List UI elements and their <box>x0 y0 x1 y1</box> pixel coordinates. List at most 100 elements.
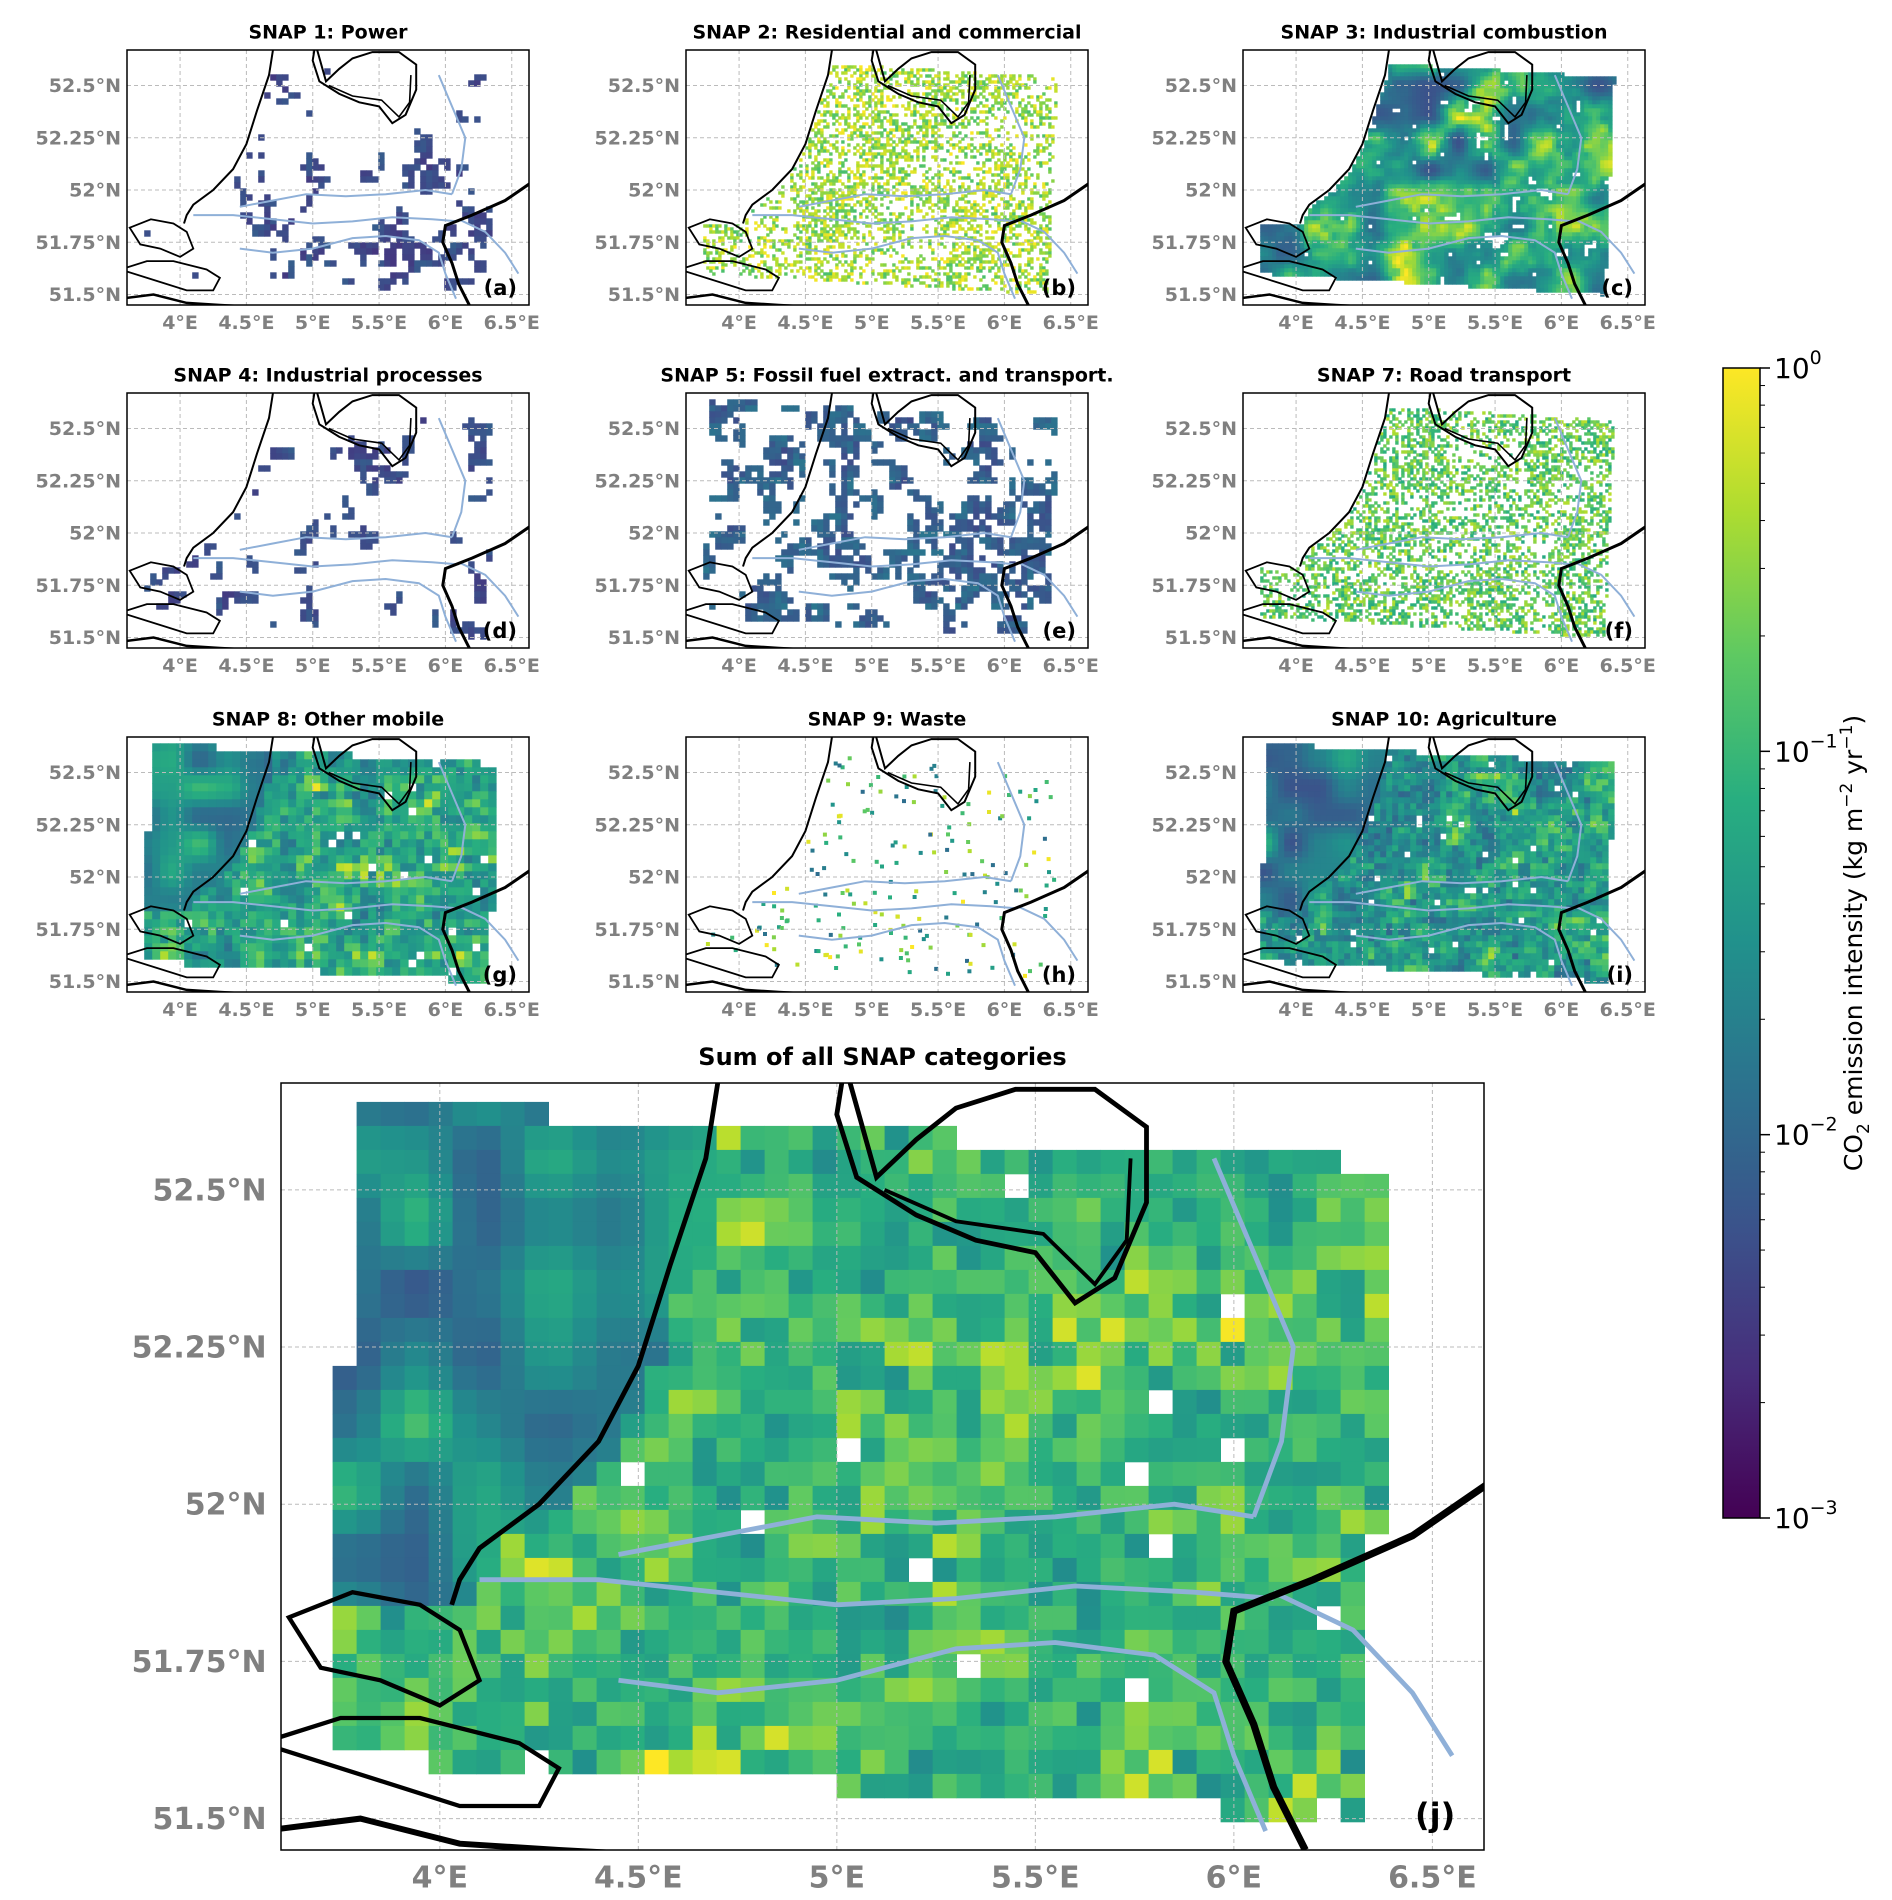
map-panel-d: 51.5°N 51.75°N 52°N 52.25°N 52.5°N 4°E 4.5°E 5°… <box>36 365 540 677</box>
lon-tick-label: 4°E <box>162 655 198 677</box>
lat-tick-label: 52.5°N <box>49 762 121 784</box>
map-frame <box>126 392 530 649</box>
map-frame <box>1242 736 1646 993</box>
lon-tick-label: 6.5°E <box>1600 999 1656 1021</box>
lat-tick-label: 52°N <box>69 523 121 545</box>
lon-tick-label: 4.5°E <box>777 655 833 677</box>
lon-tick-label: 6.5°E <box>1388 1861 1477 1896</box>
lon-tick-label: 4.5°E <box>218 312 274 334</box>
lon-tick-label: 5°E <box>295 312 331 334</box>
panel-title: SNAP 7: Road transport <box>1317 365 1571 387</box>
map-background <box>686 737 1088 992</box>
lat-tick-label: 52.25°N <box>1152 814 1238 836</box>
lat-tick-label: 52.5°N <box>608 418 680 440</box>
lon-tick-label: 6.5°E <box>1043 312 1099 334</box>
panel-title: SNAP 2: Residential and commercial <box>693 22 1082 44</box>
emission-field <box>703 399 1058 634</box>
lat-tick-label: 51.5°N <box>608 284 680 306</box>
emission-field <box>1260 64 1617 297</box>
map-frame <box>1242 392 1646 649</box>
lon-tick-label: 6.5°E <box>1600 655 1656 677</box>
panel-title: SNAP 4: Industrial processes <box>173 365 482 387</box>
map-frame <box>280 1082 1485 1851</box>
coastlines-and-rivers <box>686 737 1088 992</box>
panel-letter: (b) <box>1042 276 1076 300</box>
map-background <box>127 393 529 648</box>
coastlines-and-rivers <box>127 737 529 992</box>
lat-tick-label: 51.75°N <box>36 575 122 597</box>
lat-tick-label: 52.5°N <box>49 418 121 440</box>
lat-tick-label: 51.5°N <box>49 627 121 649</box>
panel-title: SNAP 3: Industrial combustion <box>1281 22 1608 44</box>
lon-tick-label: 6°E <box>1206 1861 1262 1896</box>
panel-title: SNAP 8: Other mobile <box>212 709 444 731</box>
lon-tick-label: 6°E <box>1544 312 1580 334</box>
lon-tick-label: 4°E <box>162 312 198 334</box>
map-panel-g: 51.5°N 51.75°N 52°N 52.25°N 52.5°N 4°E 4.5°E 5°… <box>36 709 540 1021</box>
lon-tick-label: 5.5°E <box>1467 655 1523 677</box>
lon-tick-label: 6.5°E <box>1043 655 1099 677</box>
lat-tick-label: 52.25°N <box>1152 470 1238 492</box>
lon-tick-label: 5°E <box>1411 999 1447 1021</box>
emission-field <box>144 743 497 984</box>
lon-tick-label: 5.5°E <box>991 1861 1080 1896</box>
lat-tick-label: 52°N <box>1185 180 1237 202</box>
lon-tick-label: 5°E <box>1411 312 1447 334</box>
lon-tick-label: 4.5°E <box>594 1861 683 1896</box>
map-background <box>686 50 1088 305</box>
lat-tick-label: 51.75°N <box>36 919 122 941</box>
emission-field <box>1260 408 1615 637</box>
lon-tick-label: 6°E <box>987 312 1023 334</box>
colorbar-gradient <box>1722 367 1761 1519</box>
lon-tick-label: 6.5°E <box>484 999 540 1021</box>
lon-tick-label: 4°E <box>1278 999 1314 1021</box>
lat-tick-label: 51.75°N <box>1152 232 1238 254</box>
panel-letter: (f) <box>1605 619 1633 643</box>
lat-tick-label: 52.25°N <box>36 127 122 149</box>
lat-tick-label: 51.75°N <box>595 575 681 597</box>
lat-tick-label: 51.75°N <box>595 232 681 254</box>
lon-tick-label: 6.5°E <box>484 655 540 677</box>
colorbar-tick-label: 10−1 <box>1774 730 1838 768</box>
lat-tick-label: 51.5°N <box>49 971 121 993</box>
emission-field <box>1260 743 1615 984</box>
lon-tick-label: 4.5°E <box>218 999 274 1021</box>
panel-letter: (g) <box>483 963 517 987</box>
map-panel-c: 51.5°N 51.75°N 52°N 52.25°N 52.5°N 4°E 4.5°E 5°… <box>1152 22 1656 334</box>
lat-tick-label: 52°N <box>628 180 680 202</box>
map-panel-b: 51.5°N 51.75°N 52°N 52.25°N 52.5°N 4°E 4.5°E 5°… <box>595 22 1099 334</box>
lat-tick-label: 51.5°N <box>608 627 680 649</box>
lon-tick-label: 6°E <box>987 999 1023 1021</box>
lat-tick-label: 52°N <box>1185 523 1237 545</box>
lat-tick-label: 51.75°N <box>595 919 681 941</box>
map-panel-a: 51.5°N 51.75°N 52°N 52.25°N 52.5°N 4°E 4.5°E 5°… <box>36 22 540 334</box>
lat-tick-label: 51.75°N <box>36 232 122 254</box>
lat-tick-label: 52.5°N <box>1165 762 1237 784</box>
lon-tick-label: 6.5°E <box>1600 312 1656 334</box>
lon-tick-label: 5°E <box>854 655 890 677</box>
colorbar: 100 10−1 10−2 10−3 CO2 emission intensity (… <box>1722 347 1874 1535</box>
lat-tick-label: 52.5°N <box>608 762 680 784</box>
coastlines-and-rivers <box>686 393 1088 648</box>
lat-tick-label: 52.25°N <box>595 470 681 492</box>
lon-tick-label: 6°E <box>987 655 1023 677</box>
coastlines-and-rivers <box>127 50 529 305</box>
lon-tick-label: 4°E <box>721 312 757 334</box>
panel-letter: (i) <box>1607 963 1633 987</box>
lat-tick-label: 52°N <box>69 180 121 202</box>
lon-tick-label: 6°E <box>428 999 464 1021</box>
map-frame <box>685 392 1089 649</box>
lon-tick-label: 4.5°E <box>1334 999 1390 1021</box>
lat-tick-label: 51.75°N <box>1152 919 1238 941</box>
lon-tick-label: 5.5°E <box>351 655 407 677</box>
emission-field <box>703 65 1058 294</box>
lon-tick-label: 5.5°E <box>1467 312 1523 334</box>
map-frame <box>685 736 1089 993</box>
coastlines-and-rivers <box>127 393 529 648</box>
lon-tick-label: 5.5°E <box>910 999 966 1021</box>
lat-tick-label: 52°N <box>1185 867 1237 889</box>
lon-tick-label: 6°E <box>1544 999 1580 1021</box>
lon-tick-label: 4.5°E <box>218 655 274 677</box>
lat-tick-label: 51.5°N <box>608 971 680 993</box>
